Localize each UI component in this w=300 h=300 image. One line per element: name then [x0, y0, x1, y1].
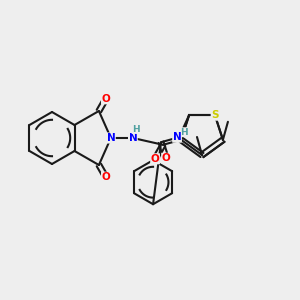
- Text: O: O: [151, 154, 160, 164]
- Text: N: N: [173, 132, 182, 142]
- Text: O: O: [101, 172, 110, 182]
- Text: O: O: [162, 153, 170, 163]
- Text: N: N: [106, 133, 115, 143]
- Text: H: H: [132, 124, 140, 134]
- Text: O: O: [101, 94, 110, 104]
- Text: N: N: [128, 133, 137, 143]
- Text: S: S: [211, 110, 219, 120]
- Text: H: H: [180, 128, 188, 137]
